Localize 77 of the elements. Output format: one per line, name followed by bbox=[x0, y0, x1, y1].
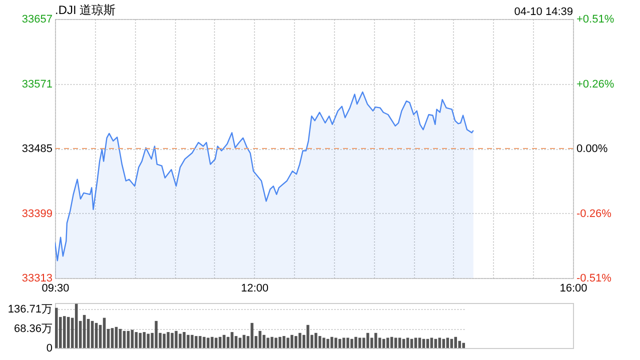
bar bbox=[134, 332, 138, 348]
bar bbox=[222, 334, 226, 348]
bar bbox=[294, 336, 298, 348]
bar bbox=[202, 336, 206, 348]
bar bbox=[166, 332, 170, 348]
bar bbox=[218, 336, 222, 348]
bar bbox=[462, 342, 465, 348]
y-tick-label: 33399 bbox=[22, 208, 52, 220]
y2-tick-label: +0.51% bbox=[576, 14, 614, 26]
bar bbox=[298, 332, 302, 348]
bar bbox=[358, 338, 362, 348]
text: 04-10 14:39 bbox=[514, 6, 573, 18]
y-tick-label: 33571 bbox=[22, 78, 52, 90]
bar bbox=[206, 338, 210, 348]
bar bbox=[314, 332, 318, 348]
bar bbox=[186, 334, 190, 348]
bar bbox=[278, 336, 282, 348]
bar bbox=[210, 336, 214, 348]
x-tick-label: 09:30 bbox=[42, 282, 70, 294]
bar bbox=[214, 338, 218, 348]
bar bbox=[446, 338, 450, 348]
bar bbox=[190, 334, 194, 348]
bar bbox=[322, 338, 326, 348]
y-tick-label: 0 bbox=[46, 342, 52, 354]
bar bbox=[438, 338, 442, 348]
chart-title: .DJI 道琼斯 bbox=[55, 3, 116, 17]
bar bbox=[450, 338, 454, 348]
bar bbox=[242, 334, 246, 348]
bar bbox=[454, 336, 458, 348]
bar bbox=[142, 332, 146, 348]
bar bbox=[326, 338, 330, 348]
bar bbox=[386, 338, 390, 348]
bar bbox=[286, 338, 290, 348]
y-tick-label: 136.71万 bbox=[8, 304, 52, 316]
bar bbox=[110, 328, 114, 348]
bar bbox=[66, 316, 70, 348]
bar bbox=[418, 338, 422, 348]
bar bbox=[330, 336, 334, 348]
x-tick-label: 12:00 bbox=[240, 282, 268, 294]
bar bbox=[274, 338, 278, 348]
bar bbox=[250, 322, 254, 348]
bar bbox=[442, 338, 446, 348]
bar bbox=[234, 336, 238, 348]
bar bbox=[282, 336, 286, 348]
y-tick-label: 68.36万 bbox=[14, 323, 52, 336]
bar bbox=[458, 340, 462, 348]
bar bbox=[290, 334, 294, 348]
bar bbox=[182, 332, 186, 348]
bar bbox=[342, 338, 346, 348]
bar bbox=[62, 316, 66, 348]
y-tick-label: 33485 bbox=[22, 143, 52, 155]
bar bbox=[306, 324, 310, 348]
bar bbox=[266, 338, 270, 348]
bar bbox=[346, 338, 350, 348]
y-tick-label: 33313 bbox=[22, 272, 52, 284]
bar bbox=[430, 338, 434, 348]
bar bbox=[406, 338, 410, 348]
y2-tick-label: -0.26% bbox=[576, 208, 612, 220]
bar bbox=[398, 338, 402, 348]
y2-tick-label: -0.51% bbox=[576, 272, 612, 284]
x-tick-label: 16:00 bbox=[560, 282, 588, 294]
bar bbox=[194, 336, 198, 348]
bar bbox=[230, 332, 234, 348]
y2-tick-label: +0.26% bbox=[576, 78, 614, 90]
bar bbox=[270, 336, 274, 348]
bar bbox=[198, 336, 202, 348]
bar bbox=[238, 338, 242, 348]
bar bbox=[262, 334, 266, 348]
bar bbox=[394, 338, 398, 348]
bar bbox=[414, 338, 418, 348]
y2-tick-label: 0.00% bbox=[576, 143, 608, 155]
bar bbox=[334, 338, 338, 348]
bar bbox=[318, 336, 322, 348]
bar bbox=[258, 330, 262, 348]
bar bbox=[74, 304, 78, 348]
bar bbox=[55, 308, 58, 348]
y-tick-label: 33657 bbox=[22, 14, 52, 26]
